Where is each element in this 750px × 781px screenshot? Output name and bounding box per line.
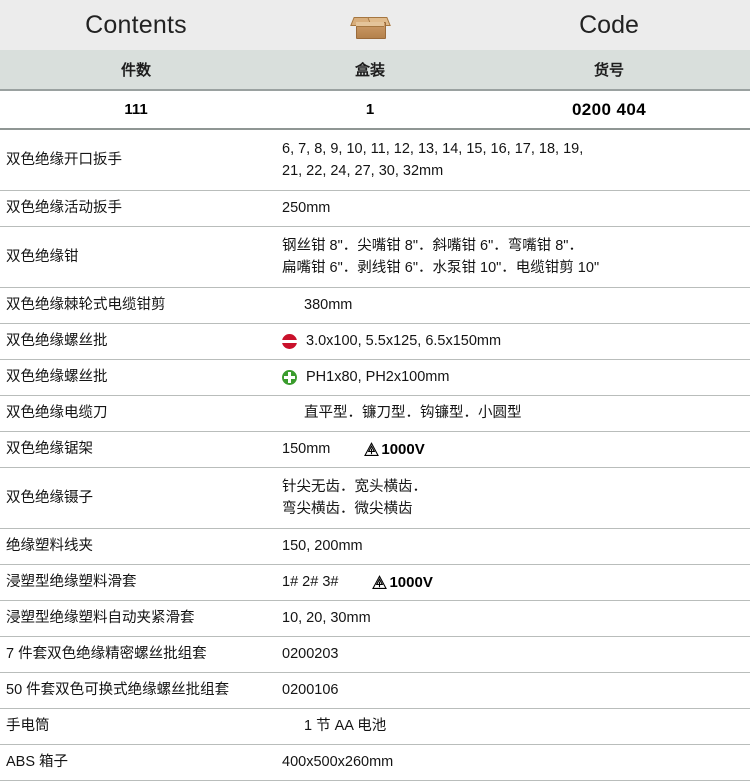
- row-item-name: 双色绝缘螺丝批: [0, 323, 272, 360]
- spec-rows-body: 双色绝缘开口扳手 6, 7, 8, 9, 10, 11, 12, 13, 14, …: [0, 129, 750, 781]
- voltage-rating-badge: 1000V: [372, 571, 433, 594]
- row-item-value: 1 节 AA 电池: [304, 718, 387, 735]
- row-item-value-cell: 针尖无齿．宽头横齿． 弯尖横齿．微尖横齿: [272, 467, 750, 529]
- row-item-value-cell: 400x500x260mm: [272, 744, 750, 781]
- row-item-value: 1# 2# 3#: [282, 574, 339, 591]
- voltage-rating-label: 1000V: [381, 440, 425, 458]
- table-brand-header: Contents Code: [0, 0, 750, 50]
- table-row: ABS 箱子 400x500x260mm: [0, 744, 750, 781]
- row-item-value: 150, 200mm: [282, 538, 363, 555]
- summary-packaging-value: 1: [272, 90, 468, 130]
- table-row: 双色绝缘钳 钢丝钳 8"．尖嘴钳 8"．斜嘴钳 6"．弯嘴钳 8"． 扁嘴钳 6"…: [0, 226, 750, 288]
- row-item-value: 0200203: [282, 646, 339, 663]
- summary-code-value: 0200 404: [468, 90, 750, 130]
- row-item-value-cell: 0200203: [272, 636, 750, 673]
- table-row: 双色绝缘棘轮式电缆钳剪 380mm: [0, 287, 750, 324]
- row-item-value-cell: 3.0x100, 5.5x125, 6.5x150mm: [272, 323, 750, 360]
- row-item-value: 6, 7, 8, 9, 10, 11, 12, 13, 14, 15, 16, …: [282, 140, 584, 179]
- table-row: 手电筒 1 节 AA 电池: [0, 708, 750, 745]
- row-item-value: 380mm: [304, 297, 353, 314]
- table-row: 绝缘塑料线夹 150, 200mm: [0, 528, 750, 565]
- row-item-name: 浸塑型绝缘塑料自动夹紧滑套: [0, 600, 272, 637]
- row-item-name: 浸塑型绝缘塑料滑套: [0, 564, 272, 601]
- electrical-hazard-triangle-icon: [364, 442, 381, 457]
- row-item-name: 7 件套双色绝缘精密螺丝批组套: [0, 636, 272, 673]
- table-row: 50 件套双色可换式绝缘螺丝批组套 0200106: [0, 672, 750, 709]
- row-item-value-cell: 150, 200mm: [272, 528, 750, 565]
- subheader-code-label: 货号: [468, 50, 750, 91]
- row-item-name: 双色绝缘电缆刀: [0, 395, 272, 432]
- table-row: 双色绝缘电缆刀 直平型．镰刀型．钩镰型．小圆型: [0, 395, 750, 432]
- row-item-value: 3.0x100, 5.5x125, 6.5x150mm: [306, 333, 502, 350]
- table-row: 浸塑型绝缘塑料滑套 1# 2# 3# 1000V: [0, 564, 750, 601]
- phillips-screwdriver-bit-icon: [282, 370, 297, 385]
- table-row: 浸塑型绝缘塑料自动夹紧滑套 10, 20, 30mm: [0, 600, 750, 637]
- row-item-value: 钢丝钳 8"．尖嘴钳 8"．斜嘴钳 6"．弯嘴钳 8"． 扁嘴钳 6"．剥线钳 …: [282, 237, 600, 276]
- summary-pieces-value: 111: [0, 90, 272, 130]
- row-item-name: 双色绝缘螺丝批: [0, 359, 272, 396]
- row-item-value: 400x500x260mm: [282, 754, 394, 771]
- row-item-name: 手电筒: [0, 708, 272, 745]
- row-item-name: 双色绝缘锯架: [0, 431, 272, 468]
- table-row: 双色绝缘锯架 150mm 1000V: [0, 431, 750, 468]
- row-item-name: 双色绝缘钳: [0, 226, 272, 288]
- row-item-name: 双色绝缘镊子: [0, 467, 272, 529]
- row-item-value-cell: 6, 7, 8, 9, 10, 11, 12, 13, 14, 15, 16, …: [272, 129, 750, 191]
- voltage-rating-badge: 1000V: [364, 438, 425, 461]
- table-row: 双色绝缘螺丝批 3.0x100, 5.5x125, 6.5x150mm: [0, 323, 750, 360]
- row-item-name: 50 件套双色可换式绝缘螺丝批组套: [0, 672, 272, 709]
- row-item-name: 双色绝缘活动扳手: [0, 190, 272, 227]
- table-sub-header: 件数 盒装 货号: [0, 50, 750, 91]
- row-item-value-cell: 钢丝钳 8"．尖嘴钳 8"．斜嘴钳 6"．弯嘴钳 8"． 扁嘴钳 6"．剥线钳 …: [272, 226, 750, 288]
- table-row: 双色绝缘螺丝批 PH1x80, PH2x100mm: [0, 359, 750, 396]
- row-item-value: PH1x80, PH2x100mm: [306, 369, 450, 386]
- table-row: 双色绝缘开口扳手 6, 7, 8, 9, 10, 11, 12, 13, 14, …: [0, 129, 750, 191]
- row-item-name: 绝缘塑料线夹: [0, 528, 272, 565]
- row-item-value: 直平型．镰刀型．钩镰型．小圆型: [304, 405, 522, 422]
- contents-header-label: Contents: [0, 0, 272, 50]
- cardboard-box-icon-cell: [272, 0, 468, 50]
- code-header-label: Code: [468, 0, 750, 50]
- row-item-name: 双色绝缘棘轮式电缆钳剪: [0, 287, 272, 324]
- row-item-value: 0200106: [282, 682, 339, 699]
- row-item-name: ABS 箱子: [0, 744, 272, 781]
- row-item-value-cell: 1# 2# 3# 1000V: [272, 564, 750, 601]
- row-item-value: 250mm: [282, 200, 331, 217]
- row-item-value-cell: 直平型．镰刀型．钩镰型．小圆型: [272, 395, 750, 432]
- row-item-name: 双色绝缘开口扳手: [0, 129, 272, 191]
- row-item-value: 150mm: [282, 441, 331, 458]
- row-item-value: 针尖无齿．宽头横齿． 弯尖横齿．微尖横齿: [282, 478, 427, 517]
- row-item-value-cell: 150mm 1000V: [272, 431, 750, 468]
- table-row: 7 件套双色绝缘精密螺丝批组套 0200203: [0, 636, 750, 673]
- subheader-pieces-label: 件数: [0, 50, 272, 91]
- row-item-value-cell: 1 节 AA 电池: [272, 708, 750, 745]
- table-row: 双色绝缘镊子 针尖无齿．宽头横齿． 弯尖横齿．微尖横齿: [0, 467, 750, 529]
- electrical-hazard-triangle-icon: [372, 575, 389, 590]
- row-item-value-cell: 250mm: [272, 190, 750, 227]
- row-item-value-cell: 380mm: [272, 287, 750, 324]
- slotted-screwdriver-bit-icon: [282, 334, 297, 349]
- cardboard-box-icon: [350, 10, 391, 40]
- row-item-value-cell: 10, 20, 30mm: [272, 600, 750, 637]
- row-item-value-cell: 0200106: [272, 672, 750, 709]
- row-item-value: 10, 20, 30mm: [282, 610, 371, 627]
- voltage-rating-label: 1000V: [389, 573, 433, 591]
- table-row: 双色绝缘活动扳手 250mm: [0, 190, 750, 227]
- summary-row: 111 1 0200 404: [0, 90, 750, 130]
- subheader-packaging-label: 盒装: [272, 50, 468, 91]
- row-item-value-cell: PH1x80, PH2x100mm: [272, 359, 750, 396]
